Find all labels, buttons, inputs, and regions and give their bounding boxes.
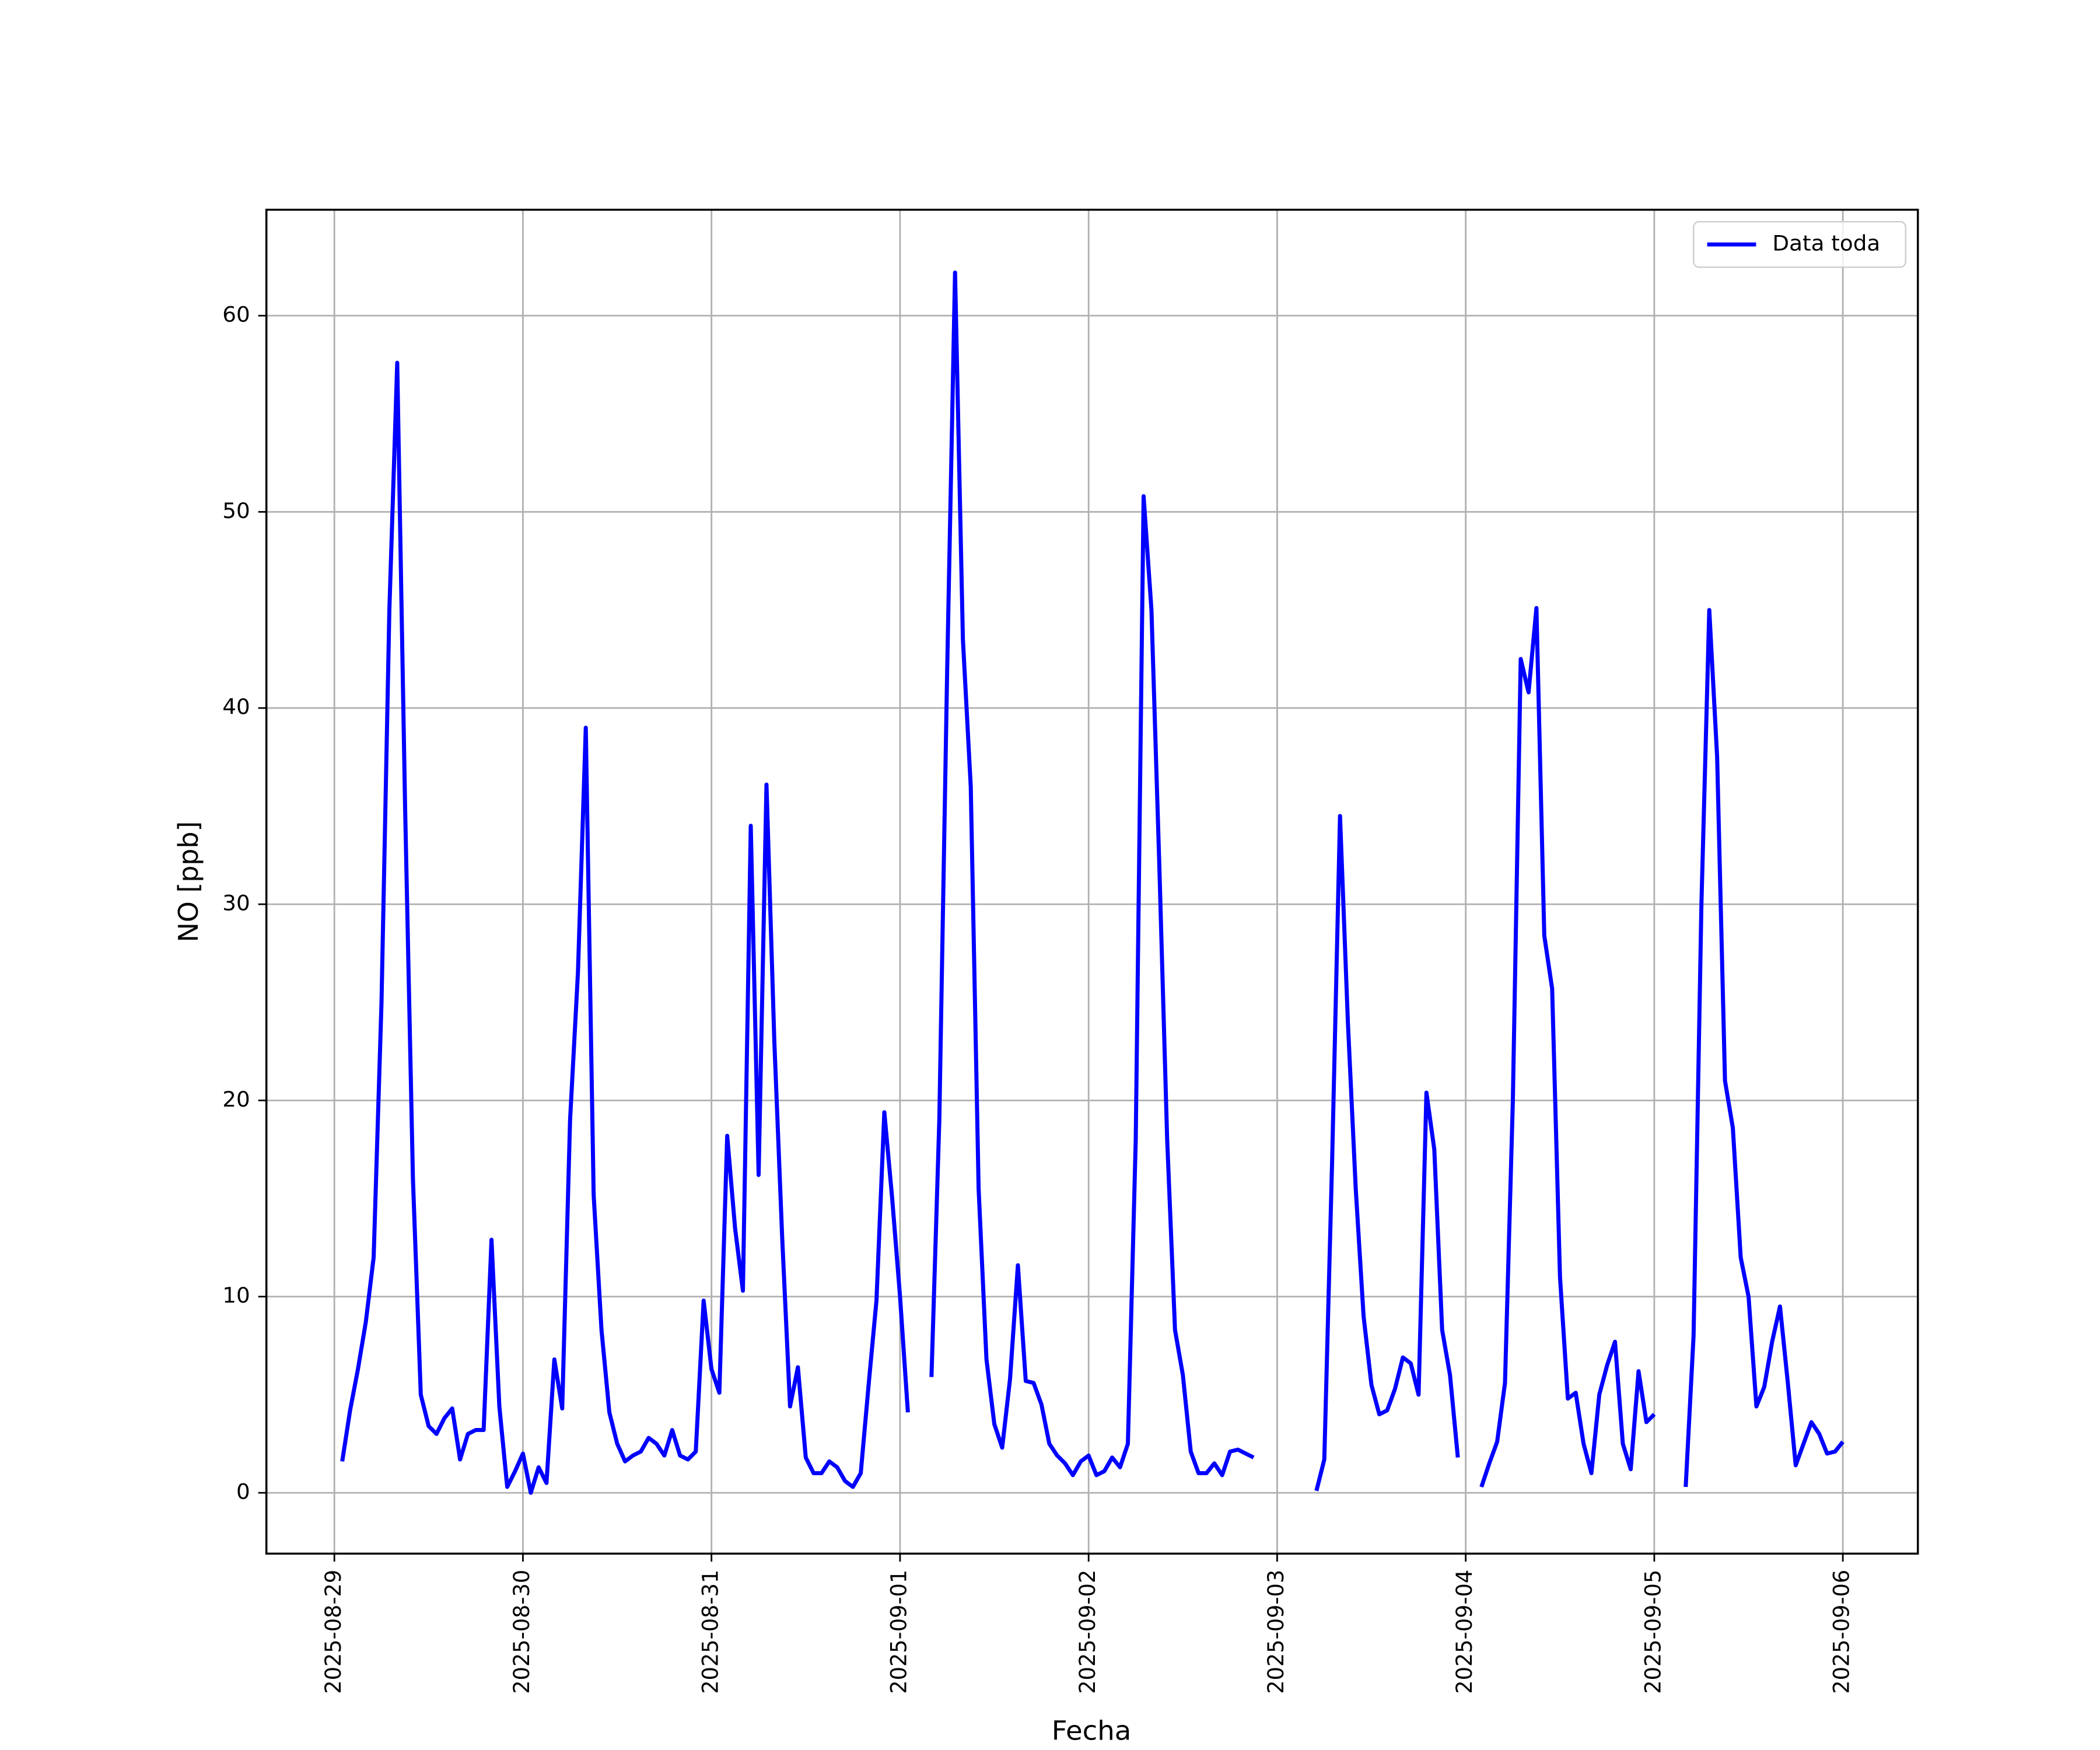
x-tick-label: 2025-08-29 bbox=[320, 1570, 345, 1694]
x-tick-label: 2025-09-01 bbox=[886, 1570, 911, 1694]
y-axis-label: NO [ppb] bbox=[172, 821, 204, 943]
x-tick-label: 2025-08-31 bbox=[698, 1570, 723, 1694]
y-tick-label: 60 bbox=[222, 302, 250, 327]
legend-label: Data toda bbox=[1772, 231, 1880, 256]
y-tick-label: 10 bbox=[222, 1283, 250, 1308]
data-line bbox=[340, 270, 1845, 1495]
y-tick-label: 20 bbox=[222, 1087, 250, 1112]
x-axis-label: Fecha bbox=[1052, 1715, 1132, 1746]
y-tick-label: 0 bbox=[236, 1479, 250, 1504]
y-tick-label: 30 bbox=[222, 891, 250, 916]
legend-box bbox=[1693, 221, 1906, 268]
x-tick-label: 2025-09-04 bbox=[1452, 1570, 1477, 1694]
x-tick-label: 2025-09-02 bbox=[1074, 1570, 1100, 1694]
x-tick-label: 2025-09-06 bbox=[1829, 1570, 1854, 1694]
x-tick-label: 2025-09-05 bbox=[1640, 1570, 1665, 1694]
y-tick-label: 50 bbox=[222, 498, 250, 523]
plot-frame bbox=[265, 208, 1919, 1555]
y-tick-label: 40 bbox=[222, 695, 250, 720]
legend: Data toda bbox=[1693, 221, 1906, 268]
x-tick-label: 2025-08-30 bbox=[509, 1570, 534, 1694]
x-tick-label: 2025-09-03 bbox=[1264, 1570, 1289, 1694]
